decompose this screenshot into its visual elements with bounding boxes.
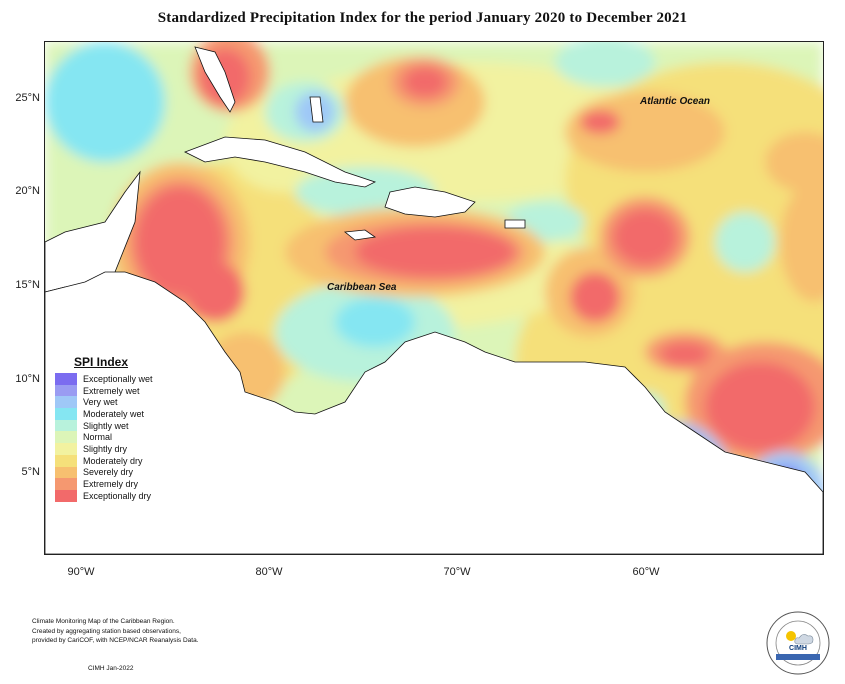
legend-swatch <box>55 431 77 444</box>
legend-item: Moderately wet <box>55 408 195 420</box>
legend-label: Exceptionally wet <box>83 373 153 384</box>
legend-item: Extremely wet <box>55 384 195 397</box>
legend-swatch <box>55 454 77 467</box>
legend-label: Slightly dry <box>83 443 128 454</box>
legend-title: SPI Index <box>74 355 129 369</box>
legend-label: Very wet <box>83 397 118 408</box>
legend-item: Slightly wet <box>55 419 195 432</box>
legend-swatch <box>55 443 77 455</box>
legend-label: Extremely dry <box>83 479 139 490</box>
cloud-icon <box>794 634 814 645</box>
legend-item: Severely dry <box>55 466 195 479</box>
lon-tick-60: 60°W <box>632 566 660 578</box>
legend-label: Severely dry <box>83 467 134 478</box>
legend-label: Extremely wet <box>83 385 140 396</box>
lon-tick-80: 80°W <box>255 566 283 578</box>
lon-tick-70: 70°W <box>443 566 471 578</box>
footer-date: CIMH Jan-2022 <box>88 665 134 672</box>
legend-rows: Exceptionally wet Extremely wet Very wet Mo… <box>55 373 195 502</box>
caribbean-sea-label: Caribbean Sea <box>327 282 397 293</box>
legend-swatch <box>55 466 77 479</box>
footer-line: provided by CariCOF, with NCEP/NCAR Rean… <box>32 637 199 644</box>
legend-swatch <box>55 396 77 409</box>
cimh-logo-graphic: CIMH <box>766 611 830 675</box>
legend-item: Very wet <box>55 396 195 409</box>
legend-swatch <box>55 489 77 502</box>
legend-item: Extremely dry <box>55 478 195 490</box>
footer-note: Climate Monitoring Map of the Caribbean … <box>32 617 199 646</box>
lat-tick-20: 20°N <box>15 185 40 197</box>
legend-item: Exceptionally dry <box>55 489 195 502</box>
legend-label: Exceptionally dry <box>83 490 152 501</box>
legend-label: Slightly wet <box>83 420 129 431</box>
legend-label: Normal <box>83 432 113 443</box>
legend-swatch <box>55 384 77 397</box>
spi-legend: SPI Index Exceptionally wet Extremely wet… <box>55 355 195 502</box>
lat-tick-10: 10°N <box>15 373 40 385</box>
legend-label: Moderately dry <box>83 455 143 466</box>
legend-label: Moderately wet <box>83 408 145 419</box>
lat-tick-15: 15°N <box>15 279 40 291</box>
islands <box>184 46 526 241</box>
lat-tick-5: 5°N <box>21 466 40 478</box>
legend-swatch <box>55 408 77 420</box>
wave-icon <box>776 654 820 660</box>
legend-swatch <box>55 478 77 490</box>
legend-item: Exceptionally wet <box>55 373 195 385</box>
map-title: Standardized Precipitation Index for the… <box>157 10 688 26</box>
legend-swatch <box>55 419 77 432</box>
lat-tick-25: 25°N <box>15 92 40 104</box>
sun-icon <box>786 631 796 641</box>
legend-item: Normal <box>55 431 195 444</box>
footer-line: Climate Monitoring Map of the Caribbean … <box>32 618 175 625</box>
spi-map: Atlantic Ocean Caribbean Sea <box>44 41 824 555</box>
legend-swatch <box>55 373 77 385</box>
lon-tick-90: 90°W <box>67 566 95 578</box>
legend-item: Moderately dry <box>55 454 195 467</box>
landmass <box>45 170 823 554</box>
cimh-logo: CIMH <box>765 610 831 676</box>
atlantic-ocean-label: Atlantic Ocean <box>639 96 710 107</box>
legend-item: Slightly dry <box>55 443 195 455</box>
logo-text: CIMH <box>789 645 807 652</box>
footer-line: Created by aggregating station based obs… <box>32 627 181 635</box>
spi-map-canvas: Atlantic Ocean Caribbean Sea <box>45 42 823 554</box>
map-text-labels: Atlantic Ocean Caribbean Sea <box>327 96 710 293</box>
